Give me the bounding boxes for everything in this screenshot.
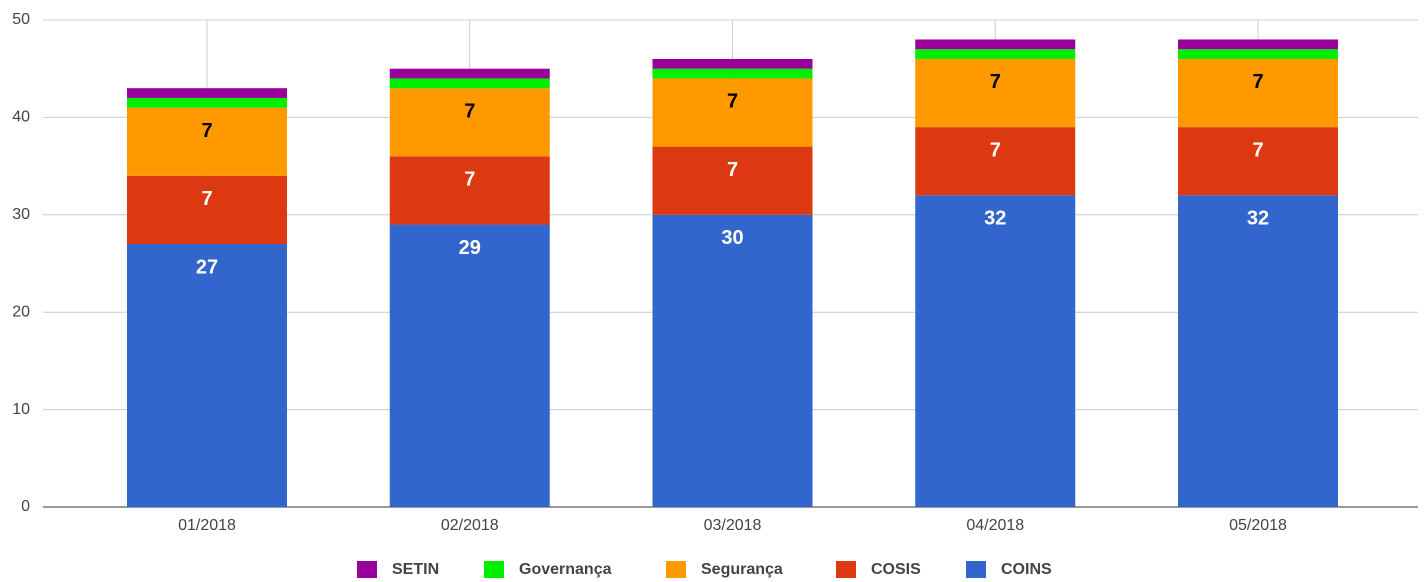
bar-segment: [1178, 39, 1338, 50]
data-label: 30: [721, 227, 743, 249]
y-tick-label: 20: [12, 303, 30, 320]
legend-label: COINS: [1001, 561, 1052, 578]
bar-segment: [127, 97, 287, 108]
bar-segment: [652, 58, 813, 69]
legend-label: Segurança: [701, 561, 783, 578]
data-label: 7: [727, 159, 738, 181]
data-label: 7: [201, 120, 212, 142]
data-label: 7: [990, 71, 1001, 93]
legend-swatch: [357, 561, 377, 578]
bar-segment: [389, 156, 550, 225]
y-tick-label: 0: [21, 498, 30, 515]
legend-label: Governança: [519, 561, 612, 578]
y-tick-label: 40: [12, 109, 30, 126]
bar-segment: [1178, 49, 1338, 59]
y-tick-label: 50: [12, 11, 30, 28]
bar-segment: [915, 195, 1076, 507]
x-tick-label: 04/2018: [966, 517, 1024, 534]
x-tick-label: 03/2018: [704, 517, 762, 534]
legend-label: SETIN: [392, 561, 439, 578]
bar-segment: [389, 88, 550, 157]
data-label: 7: [464, 169, 475, 191]
data-label: 7: [201, 188, 212, 210]
bar-segment: [127, 244, 287, 507]
bar-segment: [389, 224, 550, 508]
legend-label: COSIS: [871, 561, 921, 578]
y-tick-label: 10: [12, 401, 30, 418]
bar-segment: [915, 39, 1076, 50]
legend-swatch: [836, 561, 856, 578]
legend-swatch: [966, 561, 986, 578]
bar-segment: [127, 107, 287, 176]
legend-swatch: [666, 561, 686, 578]
y-tick-label: 30: [12, 206, 30, 223]
bar-segment: [652, 78, 813, 147]
bar-segment: [652, 146, 813, 215]
bar-segment: [1178, 195, 1338, 507]
data-label: 32: [984, 208, 1006, 230]
bar-segment: [1178, 58, 1338, 128]
bar-segment: [389, 78, 550, 89]
data-label: 7: [727, 91, 738, 113]
bar-segment: [915, 58, 1076, 128]
data-label: 7: [990, 139, 1001, 161]
data-label: 7: [1252, 139, 1263, 161]
data-label: 7: [464, 100, 475, 122]
bar-segment: [1178, 127, 1338, 196]
legend-swatch: [484, 561, 504, 578]
bar-segment: [652, 214, 813, 508]
x-tick-label: 01/2018: [178, 517, 236, 534]
bar-segment: [389, 68, 550, 79]
x-tick-label: 02/2018: [441, 517, 499, 534]
data-label: 7: [1252, 71, 1263, 93]
bar-segment: [652, 68, 813, 79]
bar-segment: [915, 49, 1076, 59]
x-tick-label: 05/2018: [1229, 517, 1287, 534]
bar-segment: [127, 175, 287, 245]
bar-segment: [915, 127, 1076, 196]
data-label: 27: [196, 256, 218, 278]
data-label: 32: [1247, 208, 1269, 230]
data-label: 29: [459, 237, 481, 259]
bar-segment: [127, 88, 287, 98]
